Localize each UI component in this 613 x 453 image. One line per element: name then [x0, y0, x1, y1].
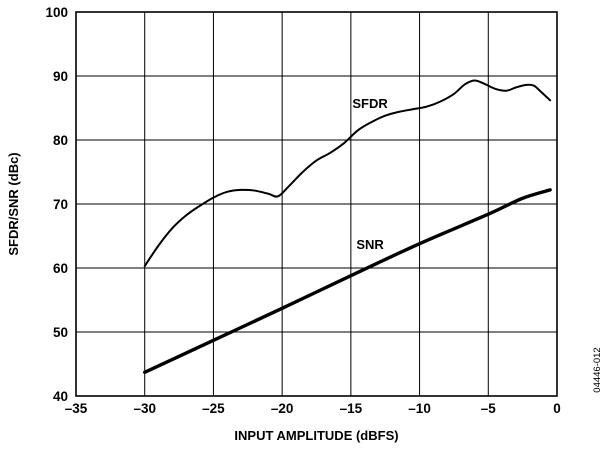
grid-lines	[76, 12, 557, 396]
x-axis-title: INPUT AMPLITUDE (dBFS)	[234, 428, 398, 443]
series-label-snr: SNR	[356, 237, 384, 252]
x-tick-label: 0	[553, 401, 561, 416]
series-annotations: SFDR SNR	[352, 96, 388, 252]
x-tick-label: –15	[340, 401, 363, 416]
series-label-sfdr: SFDR	[352, 96, 388, 111]
figure-id-label: 04446-012	[592, 347, 603, 392]
x-tick-label: –10	[408, 401, 431, 416]
y-tick-label: 90	[53, 69, 68, 84]
y-tick-label: 80	[53, 133, 68, 148]
x-tick-label: –30	[133, 401, 156, 416]
x-tick-label: –20	[271, 401, 294, 416]
y-tick-label: 100	[45, 5, 68, 20]
y-tick-label: 70	[53, 197, 68, 212]
x-tick-label: –35	[65, 401, 88, 416]
series-line-sfdr	[143, 79, 552, 268]
y-tick-label: 40	[53, 389, 68, 404]
series-line-snr	[143, 188, 552, 375]
x-tick-label: –5	[481, 401, 497, 416]
x-tick-label: –25	[202, 401, 225, 416]
plot-frame	[75, 11, 558, 397]
y-tick-label: 50	[53, 325, 68, 340]
series-lines	[143, 79, 552, 375]
y-tick-label: 60	[53, 261, 68, 276]
y-tick-labels: 40 50 60 70 80 90 100	[45, 5, 68, 404]
x-tick-labels: –35 –30 –25 –20 –15 –10 –5 0	[65, 401, 561, 416]
y-axis-title: SFDR/SNR (dBc)	[6, 152, 21, 255]
